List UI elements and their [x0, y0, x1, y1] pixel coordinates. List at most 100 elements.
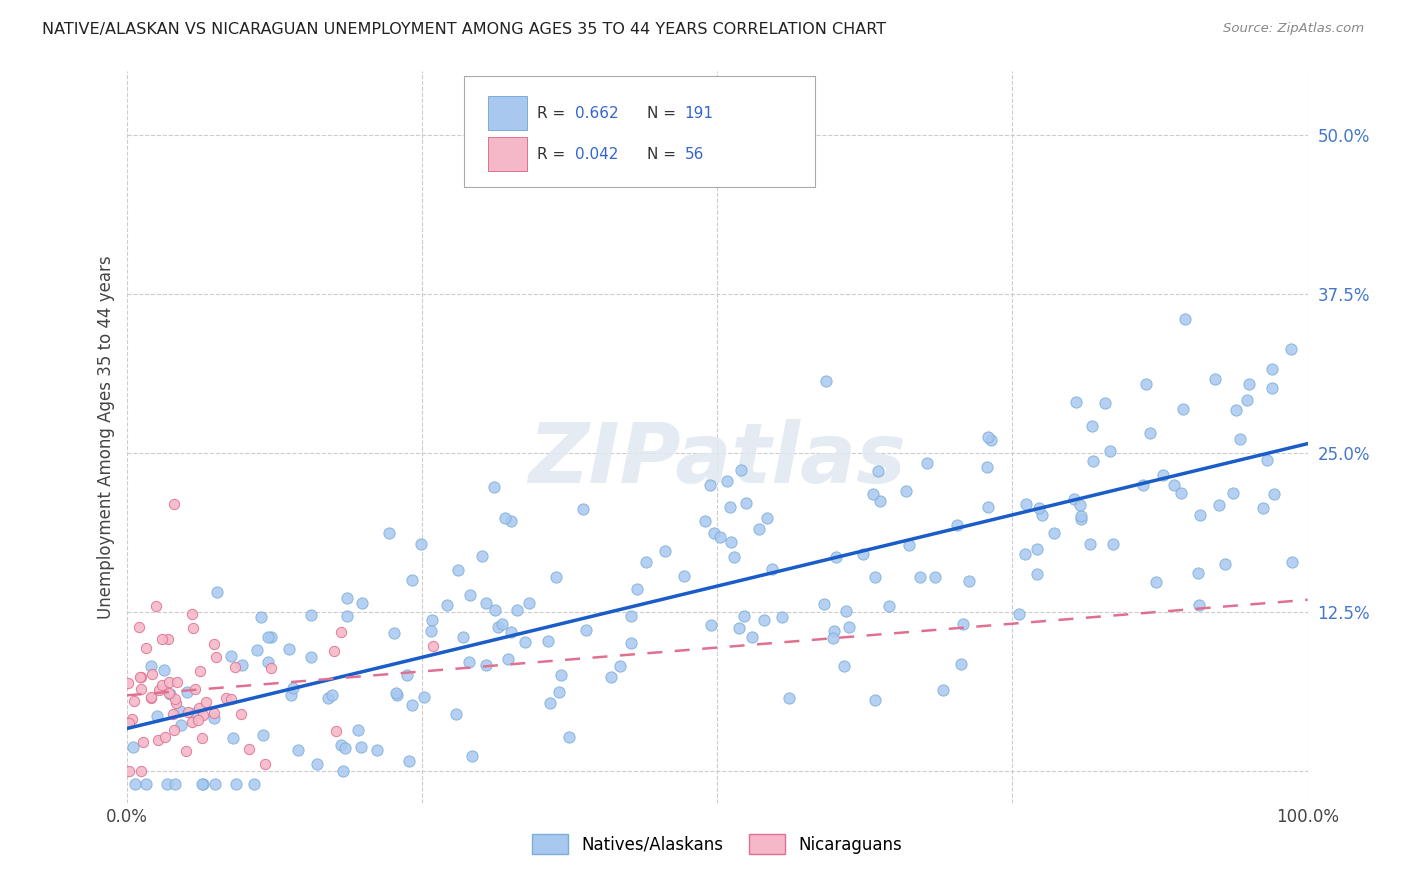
Point — [1070, 511, 1092, 525]
Point — [195, 695, 218, 709]
Point — [352, 595, 374, 609]
Point — [329, 624, 352, 639]
Y-axis label: Unemployment Among Ages 35 to 44 years: Unemployment Among Ages 35 to 44 years — [97, 255, 115, 619]
Point — [1132, 478, 1154, 492]
Point — [299, 649, 322, 664]
Point — [249, 610, 271, 624]
Point — [1187, 566, 1209, 580]
Point — [323, 644, 346, 658]
Point — [118, 716, 141, 731]
Point — [977, 430, 1000, 444]
Point — [332, 764, 354, 778]
Point — [1188, 598, 1211, 612]
Point — [366, 743, 388, 757]
Point — [243, 777, 266, 791]
Point — [336, 591, 359, 606]
Point — [700, 617, 723, 632]
Point — [122, 694, 145, 708]
Point — [170, 718, 193, 732]
Point — [654, 543, 676, 558]
Point — [131, 670, 153, 684]
Point — [1173, 402, 1195, 417]
Point — [723, 550, 745, 565]
Point — [550, 667, 572, 681]
Point — [484, 603, 506, 617]
Point — [832, 659, 855, 673]
Point — [1174, 312, 1197, 326]
Point — [436, 598, 458, 612]
Point — [558, 730, 581, 744]
Point — [347, 723, 370, 738]
Point — [1260, 381, 1282, 395]
Point — [813, 597, 835, 611]
Point — [952, 616, 974, 631]
Point — [219, 692, 242, 706]
Point — [915, 456, 938, 470]
Point — [280, 688, 302, 702]
Point — [396, 668, 419, 682]
Text: 0.042: 0.042 — [575, 146, 619, 161]
Point — [770, 609, 793, 624]
Point — [475, 596, 498, 610]
Point — [444, 706, 467, 721]
Point — [957, 574, 980, 588]
Point — [1080, 418, 1102, 433]
Point — [157, 686, 180, 700]
Point — [548, 685, 571, 699]
Text: 0.662: 0.662 — [575, 105, 619, 120]
Point — [728, 621, 751, 635]
Point — [188, 701, 211, 715]
Point — [252, 728, 274, 742]
Point — [121, 712, 143, 726]
Point — [330, 738, 353, 752]
Point — [177, 705, 200, 719]
Point — [401, 573, 423, 587]
Point — [122, 739, 145, 754]
Text: R =: R = — [537, 105, 571, 120]
Point — [162, 706, 184, 721]
Point — [184, 682, 207, 697]
Point — [219, 649, 242, 664]
Point — [1102, 537, 1125, 551]
Point — [924, 570, 946, 584]
Point — [181, 714, 204, 729]
Point — [1261, 362, 1284, 376]
Point — [1064, 395, 1087, 409]
Point — [1139, 425, 1161, 440]
Point — [129, 681, 152, 696]
Point — [537, 633, 560, 648]
Point — [1069, 498, 1091, 512]
Point — [1236, 392, 1258, 407]
Point — [778, 691, 800, 706]
Point — [574, 623, 596, 637]
Point — [260, 630, 283, 644]
Point — [152, 663, 174, 677]
Text: R =: R = — [537, 146, 571, 161]
Point — [761, 562, 783, 576]
Point — [166, 675, 188, 690]
Point — [471, 549, 494, 563]
Point — [673, 569, 696, 583]
Point — [187, 713, 209, 727]
Point — [135, 777, 157, 791]
Point — [1070, 509, 1092, 524]
Point — [733, 609, 755, 624]
Point — [486, 620, 509, 634]
Point — [815, 374, 838, 388]
Point — [730, 463, 752, 477]
Point — [1094, 395, 1116, 409]
Point — [1208, 499, 1230, 513]
Point — [256, 630, 278, 644]
Point — [475, 658, 498, 673]
Point — [894, 484, 917, 499]
Point — [422, 639, 444, 653]
Point — [1163, 478, 1185, 492]
Point — [184, 706, 207, 720]
Point — [1014, 547, 1036, 561]
Point — [1015, 497, 1038, 511]
Point — [709, 530, 731, 544]
Point — [191, 708, 214, 723]
Point — [163, 777, 186, 791]
Text: N =: N = — [647, 105, 681, 120]
Point — [325, 723, 347, 738]
